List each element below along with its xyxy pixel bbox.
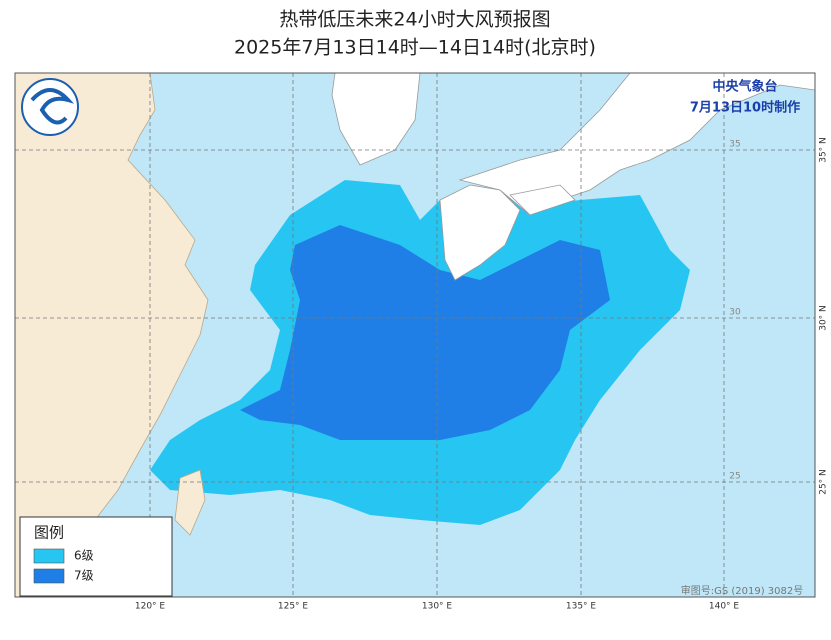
map-area: 中央气象台 7月13日10时制作 35 30 25 审图号:GS (2019) 30… (15, 73, 815, 597)
lon-label: 135° E (566, 602, 597, 612)
legend-swatch (33, 568, 65, 584)
lon-labels: 120° E 125° E 130° E 135° E 140° E (135, 602, 740, 612)
lon-label: 130° E (422, 602, 453, 612)
lat-label: 25° N (819, 469, 829, 495)
legend-swatch (33, 548, 65, 564)
lat-label: 35° N (819, 137, 829, 163)
korea (331, 73, 421, 166)
lat-labels: 35° N 30° N 25° N (819, 137, 829, 495)
legend-title: 图例 (34, 524, 64, 542)
lon-label: 125° E (278, 602, 309, 612)
title: 热带低压未来24小时大风预报图 (279, 9, 550, 31)
gale-level-7 (240, 225, 610, 440)
inner-lat-label: 25 (729, 472, 740, 482)
lon-label: 140° E (709, 602, 740, 612)
issue-time: 7月13日10时制作 (690, 100, 800, 116)
kyushu (439, 184, 521, 281)
logo (21, 78, 79, 136)
taiwan (174, 469, 206, 536)
map-frame (14, 72, 816, 598)
credit: 审图号:GS (2019) 3082号 (681, 584, 804, 597)
shikoku (509, 184, 576, 216)
graticule (15, 73, 815, 597)
legend-label: 7级 (74, 569, 94, 583)
agency: 中央气象台 (712, 79, 777, 95)
subtitle: 2025年7月13日14时—14日14时(北京时) (234, 37, 596, 59)
inner-lat-label: 30 (729, 308, 741, 318)
legend-label: 6级 (74, 549, 94, 563)
logo-mark (30, 88, 75, 125)
lon-label: 120° E (135, 602, 166, 612)
inner-lat-label: 35 (729, 140, 740, 150)
inner-lat-labels: 35 30 25 (729, 140, 741, 482)
lat-label: 30° N (819, 305, 829, 331)
